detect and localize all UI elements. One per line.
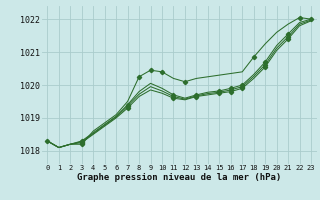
X-axis label: Graphe pression niveau de la mer (hPa): Graphe pression niveau de la mer (hPa) (77, 173, 281, 182)
